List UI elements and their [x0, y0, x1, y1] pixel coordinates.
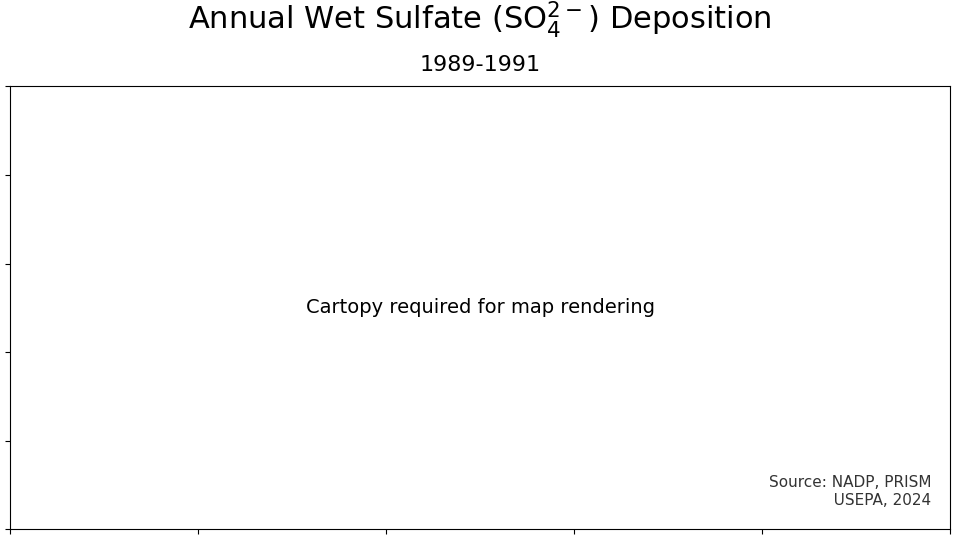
Text: 1989-1991: 1989-1991	[420, 55, 540, 75]
Text: Annual Wet Sulfate (SO$_4^{2-}$) Deposition: Annual Wet Sulfate (SO$_4^{2-}$) Deposit…	[188, 0, 772, 39]
Text: Source: NADP, PRISM
   USEPA, 2024: Source: NADP, PRISM USEPA, 2024	[769, 475, 931, 508]
Text: Cartopy required for map rendering: Cartopy required for map rendering	[305, 298, 655, 318]
